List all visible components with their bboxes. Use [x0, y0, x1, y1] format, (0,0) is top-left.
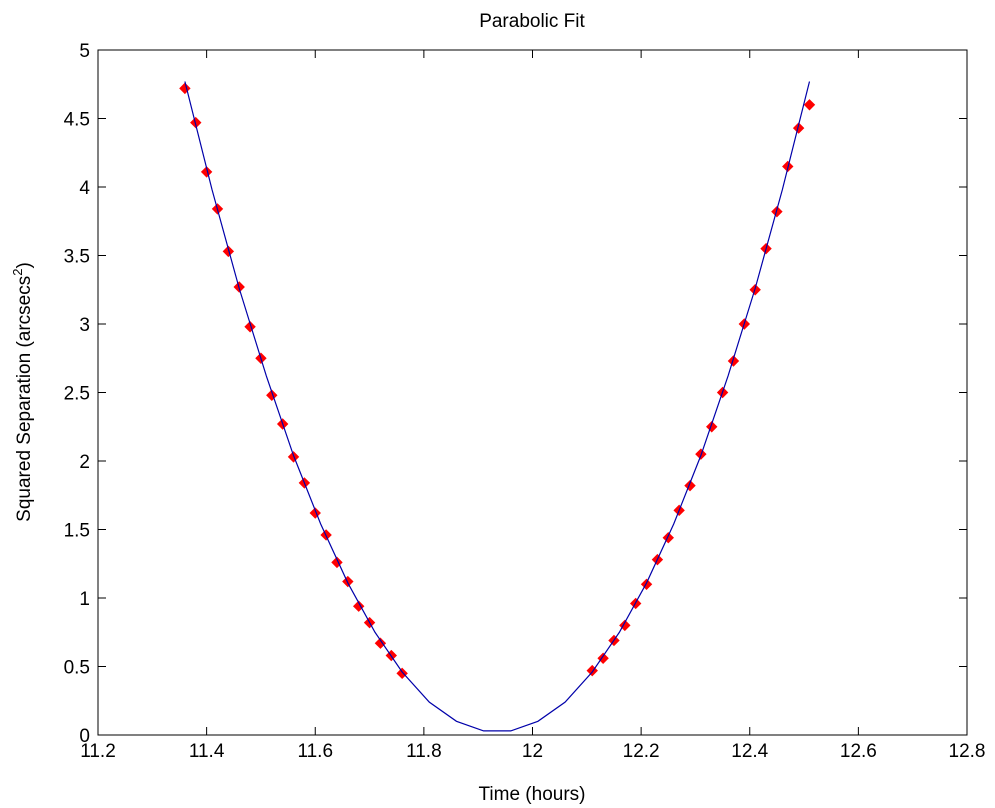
y-label-text: ) [14, 262, 35, 268]
data-point [396, 667, 408, 680]
y-tick-label: 2 [79, 452, 90, 473]
data-point [374, 637, 387, 649]
x-tick-label: 11.2 [80, 741, 116, 762]
y-tick-label: 2.5 [64, 384, 90, 405]
data-point [803, 99, 816, 111]
fit-line [184, 81, 811, 732]
y-tick-label: 1 [79, 589, 90, 610]
y-tick-label: 4 [79, 178, 90, 199]
chart-title: Parabolic Fit [479, 11, 585, 32]
x-tick-label: 12.2 [623, 741, 660, 762]
y-tick-label: 0.5 [64, 658, 90, 679]
x-tick-label: 12.8 [949, 741, 986, 762]
y-tick-label: 0 [79, 726, 90, 747]
data-point [727, 355, 740, 367]
y-tick-label: 3.5 [64, 247, 90, 268]
plot-area [97, 49, 968, 736]
x-tick-label: 12.6 [840, 741, 877, 762]
data-point [792, 122, 805, 134]
y-axis-label: Squared Separation (arcsecs2) [10, 262, 35, 522]
y-tick-label: 1.5 [64, 521, 90, 542]
data-point [200, 166, 213, 178]
y-tick-label: 4.5 [64, 110, 90, 131]
x-axis-label: Time (hours) [479, 784, 586, 805]
y-label-superscript: 2 [10, 269, 25, 276]
x-tick-label: 12.4 [731, 741, 768, 762]
x-tick-label: 11.8 [406, 741, 442, 762]
data-point [244, 321, 256, 333]
x-tick-label: 11.6 [297, 741, 333, 762]
y-tick-label: 3 [79, 315, 90, 336]
x-tick-label: 12 [522, 741, 543, 762]
y-tick-label: 5 [79, 41, 90, 62]
data-point [222, 245, 235, 258]
y-label-text: Squared Separation (arcsecs [14, 276, 35, 522]
x-tick-label: 11.4 [189, 741, 225, 762]
data-point [352, 600, 365, 612]
